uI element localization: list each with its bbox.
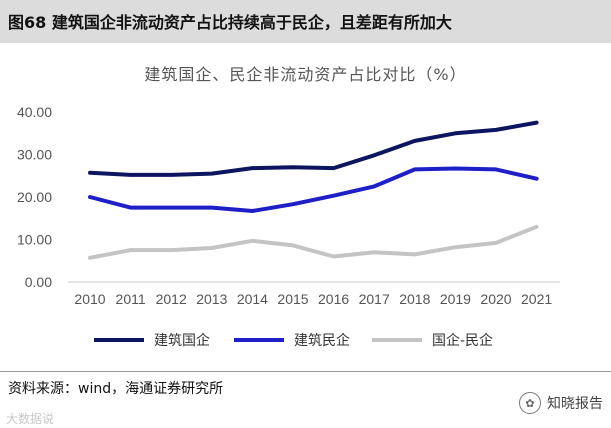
- watermark-corner: 大数据说: [6, 412, 55, 426]
- figure-title: 图68 建筑国企非流动资产占比持续高于民企，且差距有所加大: [8, 13, 452, 32]
- watermark-brand: ✿ 知晓报告: [519, 392, 603, 414]
- y-tick-label: 10.00: [17, 232, 52, 248]
- x-tick-label: 2015: [277, 291, 308, 307]
- wechat-icon: ✿: [519, 392, 541, 414]
- legend-label-private: 建筑民企: [294, 333, 350, 349]
- line-chart: 0.00 10.00 20.00 30.00 40.00 2010 2011 2012 2013…: [17, 104, 560, 307]
- legend-swatch-soe: [94, 338, 144, 342]
- legend-label-soe: 建筑国企: [154, 333, 210, 349]
- y-tick-label: 40.00: [17, 104, 52, 120]
- y-tick-label: 20.00: [17, 189, 52, 205]
- x-tick-label: 2011: [116, 291, 146, 307]
- chart-legend: 建筑国企 建筑民企 国企-民企: [0, 330, 611, 354]
- x-tick-label: 2016: [318, 291, 349, 307]
- x-tick-label: 2012: [156, 291, 187, 307]
- legend-item-soe: 建筑国企: [94, 330, 210, 350]
- series-line-2: [88, 224, 539, 260]
- x-tick-label: 2010: [74, 291, 105, 307]
- legend-item-private: 建筑民企: [234, 330, 350, 350]
- y-tick-label: 30.00: [17, 147, 52, 163]
- source-divider: [0, 371, 611, 372]
- y-tick-label: 0.00: [25, 274, 52, 290]
- x-tick-label: 2018: [399, 291, 430, 307]
- legend-item-diff: 国企-民企: [372, 330, 493, 350]
- legend-swatch-private: [234, 338, 284, 342]
- source-note: 资料来源：wind，海通证券研究所: [8, 381, 224, 397]
- x-tick-label: 2013: [196, 291, 227, 307]
- series-line-0: [88, 120, 539, 177]
- legend-swatch-diff: [372, 338, 422, 342]
- x-tick-label: 2014: [237, 291, 268, 307]
- watermark-brand-text: 知晓报告: [547, 396, 603, 412]
- x-tick-label: 2019: [440, 291, 471, 307]
- x-tick-label: 2021: [521, 291, 552, 307]
- figure-title-bar: 图68 建筑国企非流动资产占比持续高于民企，且差距有所加大: [0, 0, 611, 43]
- series-line-1: [88, 166, 539, 213]
- x-tick-label: 2020: [480, 291, 511, 307]
- legend-label-diff: 国企-民企: [432, 333, 494, 349]
- chart-title: 建筑国企、民企非流动资产占比对比（%）: [144, 65, 467, 84]
- x-tick-label: 2017: [359, 291, 390, 307]
